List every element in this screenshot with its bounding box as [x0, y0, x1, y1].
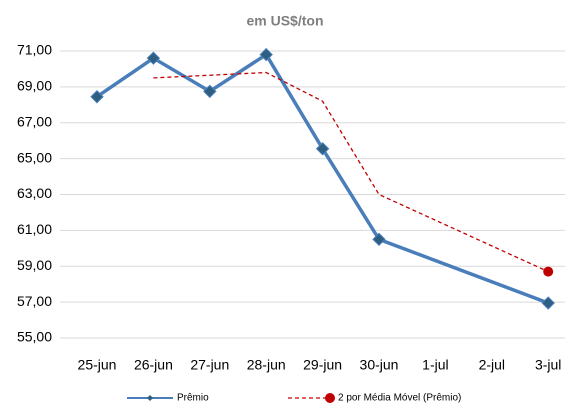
chart-subtitle: em US$/ton — [246, 13, 323, 29]
point-marker — [543, 266, 554, 277]
point-marker — [146, 51, 161, 65]
y-tick-label: 61,00 — [17, 221, 52, 237]
series-line — [153, 71, 549, 273]
point-marker — [372, 232, 386, 247]
point-marker — [315, 142, 330, 156]
y-tick-label: 67,00 — [17, 113, 52, 129]
legend-label: 2 por Média Móvel (Prêmio) — [338, 393, 461, 404]
y-tick-label: 57,00 — [17, 293, 52, 309]
y-tick-label: 69,00 — [17, 78, 52, 94]
y-tick-label: 71,00 — [17, 42, 52, 58]
legend-label: Prêmio — [177, 393, 209, 404]
x-tick-label: 30-jun — [360, 357, 399, 373]
x-tick-label: 3-jul — [535, 357, 561, 373]
x-tick-label: 2-jul — [479, 357, 505, 373]
point-marker — [541, 296, 555, 310]
y-tick-label: 59,00 — [17, 257, 52, 273]
x-tick-label: 1-jul — [422, 357, 448, 373]
legend-marker — [147, 395, 153, 401]
point-marker — [90, 90, 104, 104]
x-tick-label: 29-jun — [303, 357, 342, 373]
legend-marker — [325, 393, 335, 403]
point-marker — [259, 47, 273, 62]
point-marker — [203, 84, 217, 99]
x-tick-label: 25-jun — [78, 357, 117, 373]
y-tick-label: 55,00 — [17, 329, 52, 345]
x-tick-label: 26-jun — [134, 357, 173, 373]
x-tick-label: 28-jun — [247, 357, 286, 373]
x-tick-label: 27-jun — [190, 357, 229, 373]
y-tick-label: 65,00 — [17, 149, 52, 165]
y-tick-label: 63,00 — [17, 185, 52, 201]
